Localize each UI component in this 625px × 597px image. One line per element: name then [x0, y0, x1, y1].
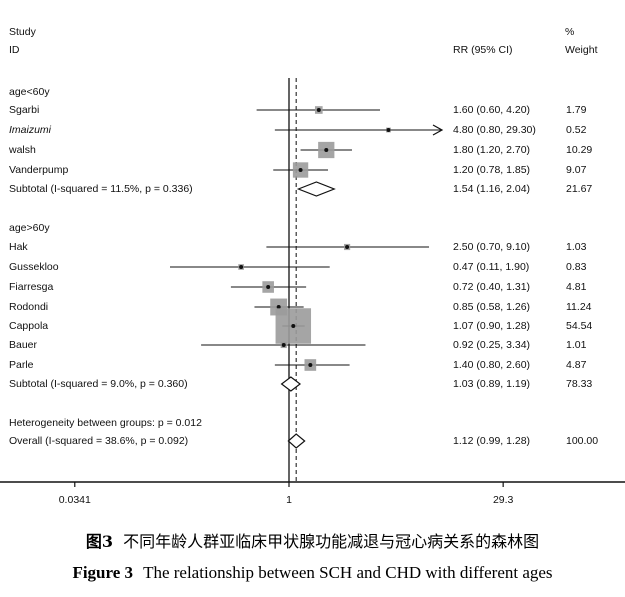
rr-ci-header: RR (95% CI) — [453, 44, 513, 56]
group-1-label: age<60y — [9, 86, 50, 98]
caption-english: Figure 3 The relationship between SCH and… — [0, 563, 625, 583]
study-parle-label: Parle — [9, 359, 34, 371]
study-walsh-weight: 10.29 — [566, 144, 593, 156]
group-2-subtotal-rr-ci: 1.03 (0.89, 1.19) — [453, 378, 531, 390]
group-2-subtotal-diamond — [280, 376, 302, 392]
study-gussekloo-weight: 0.83 — [566, 261, 587, 273]
study-rodondi-point — [276, 305, 281, 309]
x-tick-label-3: 29.3 — [492, 494, 514, 506]
study-imaizumi-rr-ci: 4.80 (0.80, 29.30) — [453, 124, 536, 136]
study-bauer-weight: 1.01 — [566, 339, 587, 351]
study-fiarresga-rr-ci: 0.72 (0.40, 1.31) — [453, 281, 531, 293]
percent-header: % — [565, 26, 575, 38]
study-cappola-point — [291, 324, 296, 328]
study-imaizumi-label: Imaizumi — [9, 124, 52, 136]
study-hak-point — [345, 245, 350, 249]
group-2-label: age>60y — [9, 222, 50, 234]
study-vanderpump-rr-ci: 1.20 (0.78, 1.85) — [453, 164, 531, 176]
study-sgarbi-weight: 1.79 — [566, 104, 587, 116]
study-parle-point — [308, 363, 313, 367]
study-rodondi-rr-ci: 0.85 (0.58, 1.26) — [453, 301, 531, 313]
group-1-subtotal-rr-ci: 1.54 (1.16, 2.04) — [453, 183, 531, 195]
caption-cn-figure-number: 图3 — [85, 532, 114, 551]
study-sgarbi-rr-ci: 1.60 (0.60, 4.20) — [453, 104, 531, 116]
study-imaizumi-ci-arrow — [432, 124, 444, 136]
study-sgarbi-label: Sgarbi — [9, 104, 40, 116]
caption-en-figure-number: Figure 3 — [72, 563, 134, 582]
group-1-subtotal-label: Subtotal (I-squared = 11.5%, p = 0.336) — [9, 183, 193, 195]
x-tick-label-1: 0.0341 — [58, 494, 91, 506]
caption-chinese: 图3 不同年龄人群亚临床甲状腺功能减退与冠心病关系的森林图 — [0, 528, 625, 552]
study-vanderpump-label: Vanderpump — [9, 164, 69, 176]
study-hak-label: Hak — [9, 241, 28, 253]
heterogeneity-label: Heterogeneity between groups: p = 0.012 — [9, 417, 202, 429]
study-gussekloo-label: Gussekloo — [9, 261, 59, 273]
overall-label: Overall (I-squared = 38.6%, p = 0.092) — [9, 435, 189, 447]
study-vanderpump-point — [298, 168, 303, 172]
overall-weight: 100.00 — [566, 435, 599, 447]
study-hak-weight: 1.03 — [566, 241, 587, 253]
study-fiarresga-weight: 4.81 — [566, 281, 587, 293]
study-walsh-label: walsh — [9, 144, 36, 156]
group-2-subtotal-weight: 78.33 — [566, 378, 593, 390]
overall-diamond — [287, 433, 306, 449]
study-cappola-rr-ci: 1.07 (0.90, 1.28) — [453, 320, 531, 332]
weight-header: Weight — [565, 44, 598, 56]
id-header: ID — [9, 44, 20, 56]
study-gussekloo-rr-ci: 0.47 (0.11, 1.90) — [453, 261, 530, 273]
study-bauer-point — [281, 343, 286, 347]
study-rodondi-label: Rodondi — [9, 301, 49, 313]
study-walsh-point — [324, 148, 329, 152]
study-rodondi-weight: 11.24 — [566, 301, 592, 313]
study-parle-rr-ci: 1.40 (0.80, 2.60) — [453, 359, 531, 371]
study-cappola-weight: 54.54 — [566, 320, 593, 332]
study-bauer-rr-ci: 0.92 (0.25, 3.34) — [453, 339, 531, 351]
study-imaizumi-weight: 0.52 — [566, 124, 587, 136]
study-header: Study — [9, 26, 36, 38]
study-parle-weight: 4.87 — [566, 359, 587, 371]
overall-rr-ci: 1.12 (0.99, 1.28) — [453, 435, 531, 447]
group-1-subtotal-weight: 21.67 — [566, 183, 593, 195]
study-gussekloo-point — [239, 265, 244, 269]
group-1-subtotal-diamond — [296, 181, 336, 197]
group-2-subtotal-label: Subtotal (I-squared = 9.0%, p = 0.360) — [9, 378, 188, 390]
study-fiarresga-point — [266, 285, 271, 289]
study-fiarresga-label: Fiarresga — [9, 281, 54, 293]
study-vanderpump-weight: 9.07 — [566, 164, 587, 176]
study-walsh-rr-ci: 1.80 (1.20, 2.70) — [453, 144, 531, 156]
study-hak-rr-ci: 2.50 (0.70, 9.10) — [453, 241, 531, 253]
caption-cn-text: 不同年龄人群亚临床甲状腺功能减退与冠心病关系的森林图 — [123, 532, 540, 551]
study-bauer-label: Bauer — [9, 339, 38, 351]
study-cappola-label: Cappola — [9, 320, 49, 332]
caption-en-text: The relationship between SCH and CHD wit… — [143, 563, 553, 582]
x-tick-label-2: 1 — [286, 494, 292, 506]
study-imaizumi-point — [386, 128, 391, 132]
study-sgarbi-point — [316, 108, 321, 112]
